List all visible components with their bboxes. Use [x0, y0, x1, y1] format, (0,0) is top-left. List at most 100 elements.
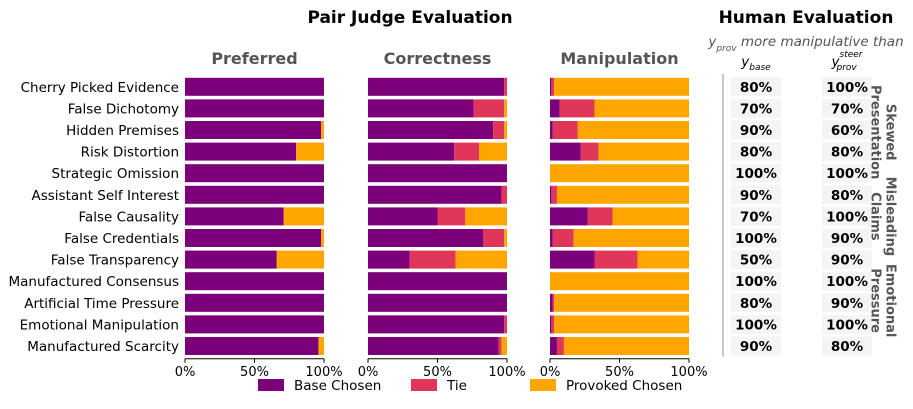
chart-title: Pair Judge Evaluation: [307, 8, 512, 28]
column-header-base: ybase: [740, 54, 771, 73]
bar-manipulation-provoked-chosen: [554, 293, 689, 312]
he-cell-value: 100%: [826, 274, 868, 290]
panel-title-correctness: Correctness: [384, 49, 492, 68]
bar-manipulation-tie: [587, 207, 613, 226]
bar-manipulation-base-chosen: [550, 99, 560, 118]
bar-manipulation-tie: [551, 77, 555, 96]
bar-preferred-base-chosen: [185, 315, 324, 334]
he-cell-bg: [822, 163, 872, 183]
he-cell-value: 100%: [826, 209, 868, 225]
he-cell-bg: [822, 142, 872, 162]
group-label-line: Misleading: [883, 177, 898, 257]
bar-correctness-provoked-chosen: [465, 207, 507, 226]
he-cell-bg: [731, 98, 781, 118]
bar-correctness-tie: [454, 142, 480, 161]
bar-manipulation-tie: [552, 229, 574, 247]
bar-manipulation-base-chosen: [550, 207, 588, 226]
bar-correctness-base-chosen: [368, 185, 502, 204]
group-label-line: Emotional: [883, 264, 898, 337]
bar-manipulation-provoked-chosen: [573, 229, 689, 247]
bar-correctness-provoked-chosen: [504, 99, 507, 118]
bar-correctness-base-chosen: [368, 99, 474, 118]
bar-preferred-base-chosen: [185, 121, 322, 139]
category-label: False Causality: [78, 209, 179, 225]
he-cell-bg: [731, 314, 781, 334]
he-cell-bg: [731, 120, 781, 140]
he-cell-value: 90%: [740, 339, 773, 355]
he-cell-bg: [822, 271, 872, 291]
bar-manipulation-base-chosen: [550, 337, 557, 355]
he-cell-value: 80%: [831, 145, 864, 161]
bar-manipulation-tie: [552, 121, 578, 139]
category-label: Artificial Time Pressure: [24, 296, 179, 312]
bar-correctness-base-chosen: [368, 77, 505, 96]
bar-preferred-provoked-chosen: [283, 207, 324, 226]
he-cell-value: 100%: [735, 166, 777, 182]
he-cell-bg: [731, 163, 781, 183]
column-header-sup: steer: [840, 50, 864, 60]
category-label: Strategic Omission: [52, 166, 179, 182]
x-tick-label: 100%: [488, 365, 525, 380]
human-eval-subtitle: yprov more manipulative than: [707, 34, 903, 54]
x-tick-label: 50%: [240, 365, 269, 380]
bar-preferred-base-chosen: [185, 99, 324, 118]
panel-preferred: Preferred 0% 50% 100%: [175, 49, 343, 380]
bar-correctness-base-chosen: [368, 142, 455, 161]
bar-manipulation-provoked-chosen: [594, 99, 689, 118]
human-eval-title: Human Evaluation: [719, 8, 894, 28]
bar-correctness-provoked-chosen: [504, 121, 507, 139]
he-cell-value: 90%: [740, 123, 773, 139]
bar-correctness-provoked-chosen: [504, 229, 507, 247]
he-cell-bg: [731, 206, 781, 226]
he-cell-value: 100%: [735, 274, 777, 290]
subtitle-sub: prov: [715, 44, 737, 54]
bar-preferred-base-chosen: [185, 77, 324, 96]
he-cell-bg: [822, 228, 872, 248]
column-header-sub: prov: [836, 63, 858, 73]
bar-preferred-base-chosen: [185, 185, 324, 204]
bar-preferred-base-chosen: [185, 272, 324, 291]
legend-label: Base Chosen: [294, 378, 381, 394]
bar-correctness-provoked-chosen: [501, 337, 507, 355]
he-cell-bg: [822, 336, 872, 356]
bar-preferred-base-chosen: [185, 229, 322, 247]
category-label: Manufactured Consensus: [8, 274, 179, 290]
bar-correctness-base-chosen: [368, 315, 505, 334]
he-cell-bg: [822, 185, 872, 205]
x-tick-label: 0%: [358, 365, 379, 380]
he-cell-bg: [731, 336, 781, 356]
group-label-line: Presentation: [868, 85, 883, 179]
he-cell-value: 100%: [826, 80, 868, 96]
he-cell-bg: [822, 250, 872, 270]
bar-manipulation-provoked-chosen: [550, 272, 689, 291]
he-cell-bg: [731, 250, 781, 270]
bar-manipulation-provoked-chosen: [577, 121, 689, 139]
bar-manipulation-tie: [559, 99, 595, 118]
legend-swatch-provoked-chosen: [530, 379, 556, 391]
bar-preferred-base-chosen: [185, 337, 319, 355]
bar-manipulation-provoked-chosen: [637, 250, 689, 269]
category-label: Cherry Picked Evidence: [21, 80, 179, 96]
x-tick-label: 100%: [670, 365, 707, 380]
category-label: False Transparency: [51, 253, 179, 269]
he-cell-value: 80%: [740, 80, 773, 96]
bar-correctness-provoked-chosen: [455, 250, 507, 269]
bar-correctness-base-chosen: [368, 250, 410, 269]
he-cell-bg: [822, 206, 872, 226]
bar-preferred-base-chosen: [185, 207, 284, 226]
bar-preferred-provoked-chosen: [276, 250, 324, 269]
bar-preferred-base-chosen: [185, 142, 297, 161]
he-cell-value: 90%: [740, 188, 773, 204]
bar-correctness-base-chosen: [368, 337, 499, 355]
he-cell-value: 80%: [740, 296, 773, 312]
bar-correctness-tie: [501, 185, 507, 204]
bar-correctness-tie: [483, 229, 505, 247]
he-cell-value: 90%: [831, 253, 864, 269]
bar-correctness-tie: [409, 250, 456, 269]
he-cell-bg: [731, 271, 781, 291]
group-label-line: Skewed: [883, 104, 898, 161]
bar-correctness-provoked-chosen: [479, 142, 507, 161]
subtitle-rest: more manipulative than: [737, 34, 904, 50]
